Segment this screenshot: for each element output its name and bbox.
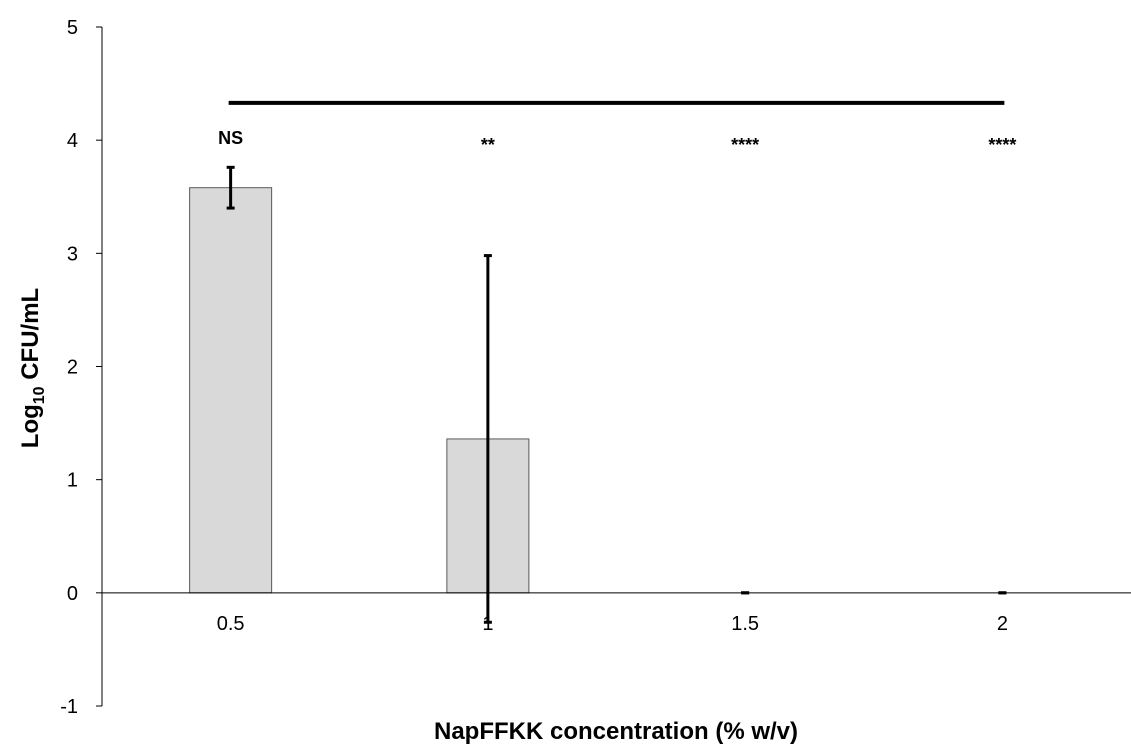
y-axis-title-prefix: Log xyxy=(17,404,44,448)
significance-label: ** xyxy=(481,135,495,155)
y-tick-label: 1 xyxy=(67,470,78,492)
error-bar xyxy=(483,254,492,624)
y-axis-title-subscript: 10 xyxy=(31,386,48,404)
y-tick-label: 3 xyxy=(67,243,78,265)
y-axis-ticks: -1 0 1 2 3 4 5 xyxy=(60,17,102,718)
y-axis-title: Log10 CFU/mL xyxy=(17,288,48,448)
x-axis-tick-labels: 0.5 1 1.5 2 xyxy=(217,613,1008,635)
significance-label: NS xyxy=(218,128,243,148)
y-tick-label: -1 xyxy=(60,696,78,718)
y-axis-title-suffix: CFU/mL xyxy=(17,288,44,387)
significance-label: **** xyxy=(988,135,1016,155)
significance-label: **** xyxy=(731,135,759,155)
y-tick-label: 4 xyxy=(67,130,78,152)
x-axis-title: NapFFKK concentration (% w/v) xyxy=(434,718,798,745)
bars xyxy=(189,187,530,594)
y-tick-label: 0 xyxy=(67,583,78,605)
x-tick-label: 1.5 xyxy=(731,613,759,635)
y-tick-label: 2 xyxy=(67,357,78,379)
x-tick-label: 0.5 xyxy=(217,613,245,635)
y-tick-label: 5 xyxy=(67,17,78,39)
error-bars xyxy=(226,165,1007,624)
bar xyxy=(189,187,273,594)
significance-labels: NS ** **** **** xyxy=(218,128,1016,155)
error-bar xyxy=(226,165,235,210)
x-tick-label: 1 xyxy=(482,613,493,635)
x-tick-label: 2 xyxy=(997,613,1008,635)
